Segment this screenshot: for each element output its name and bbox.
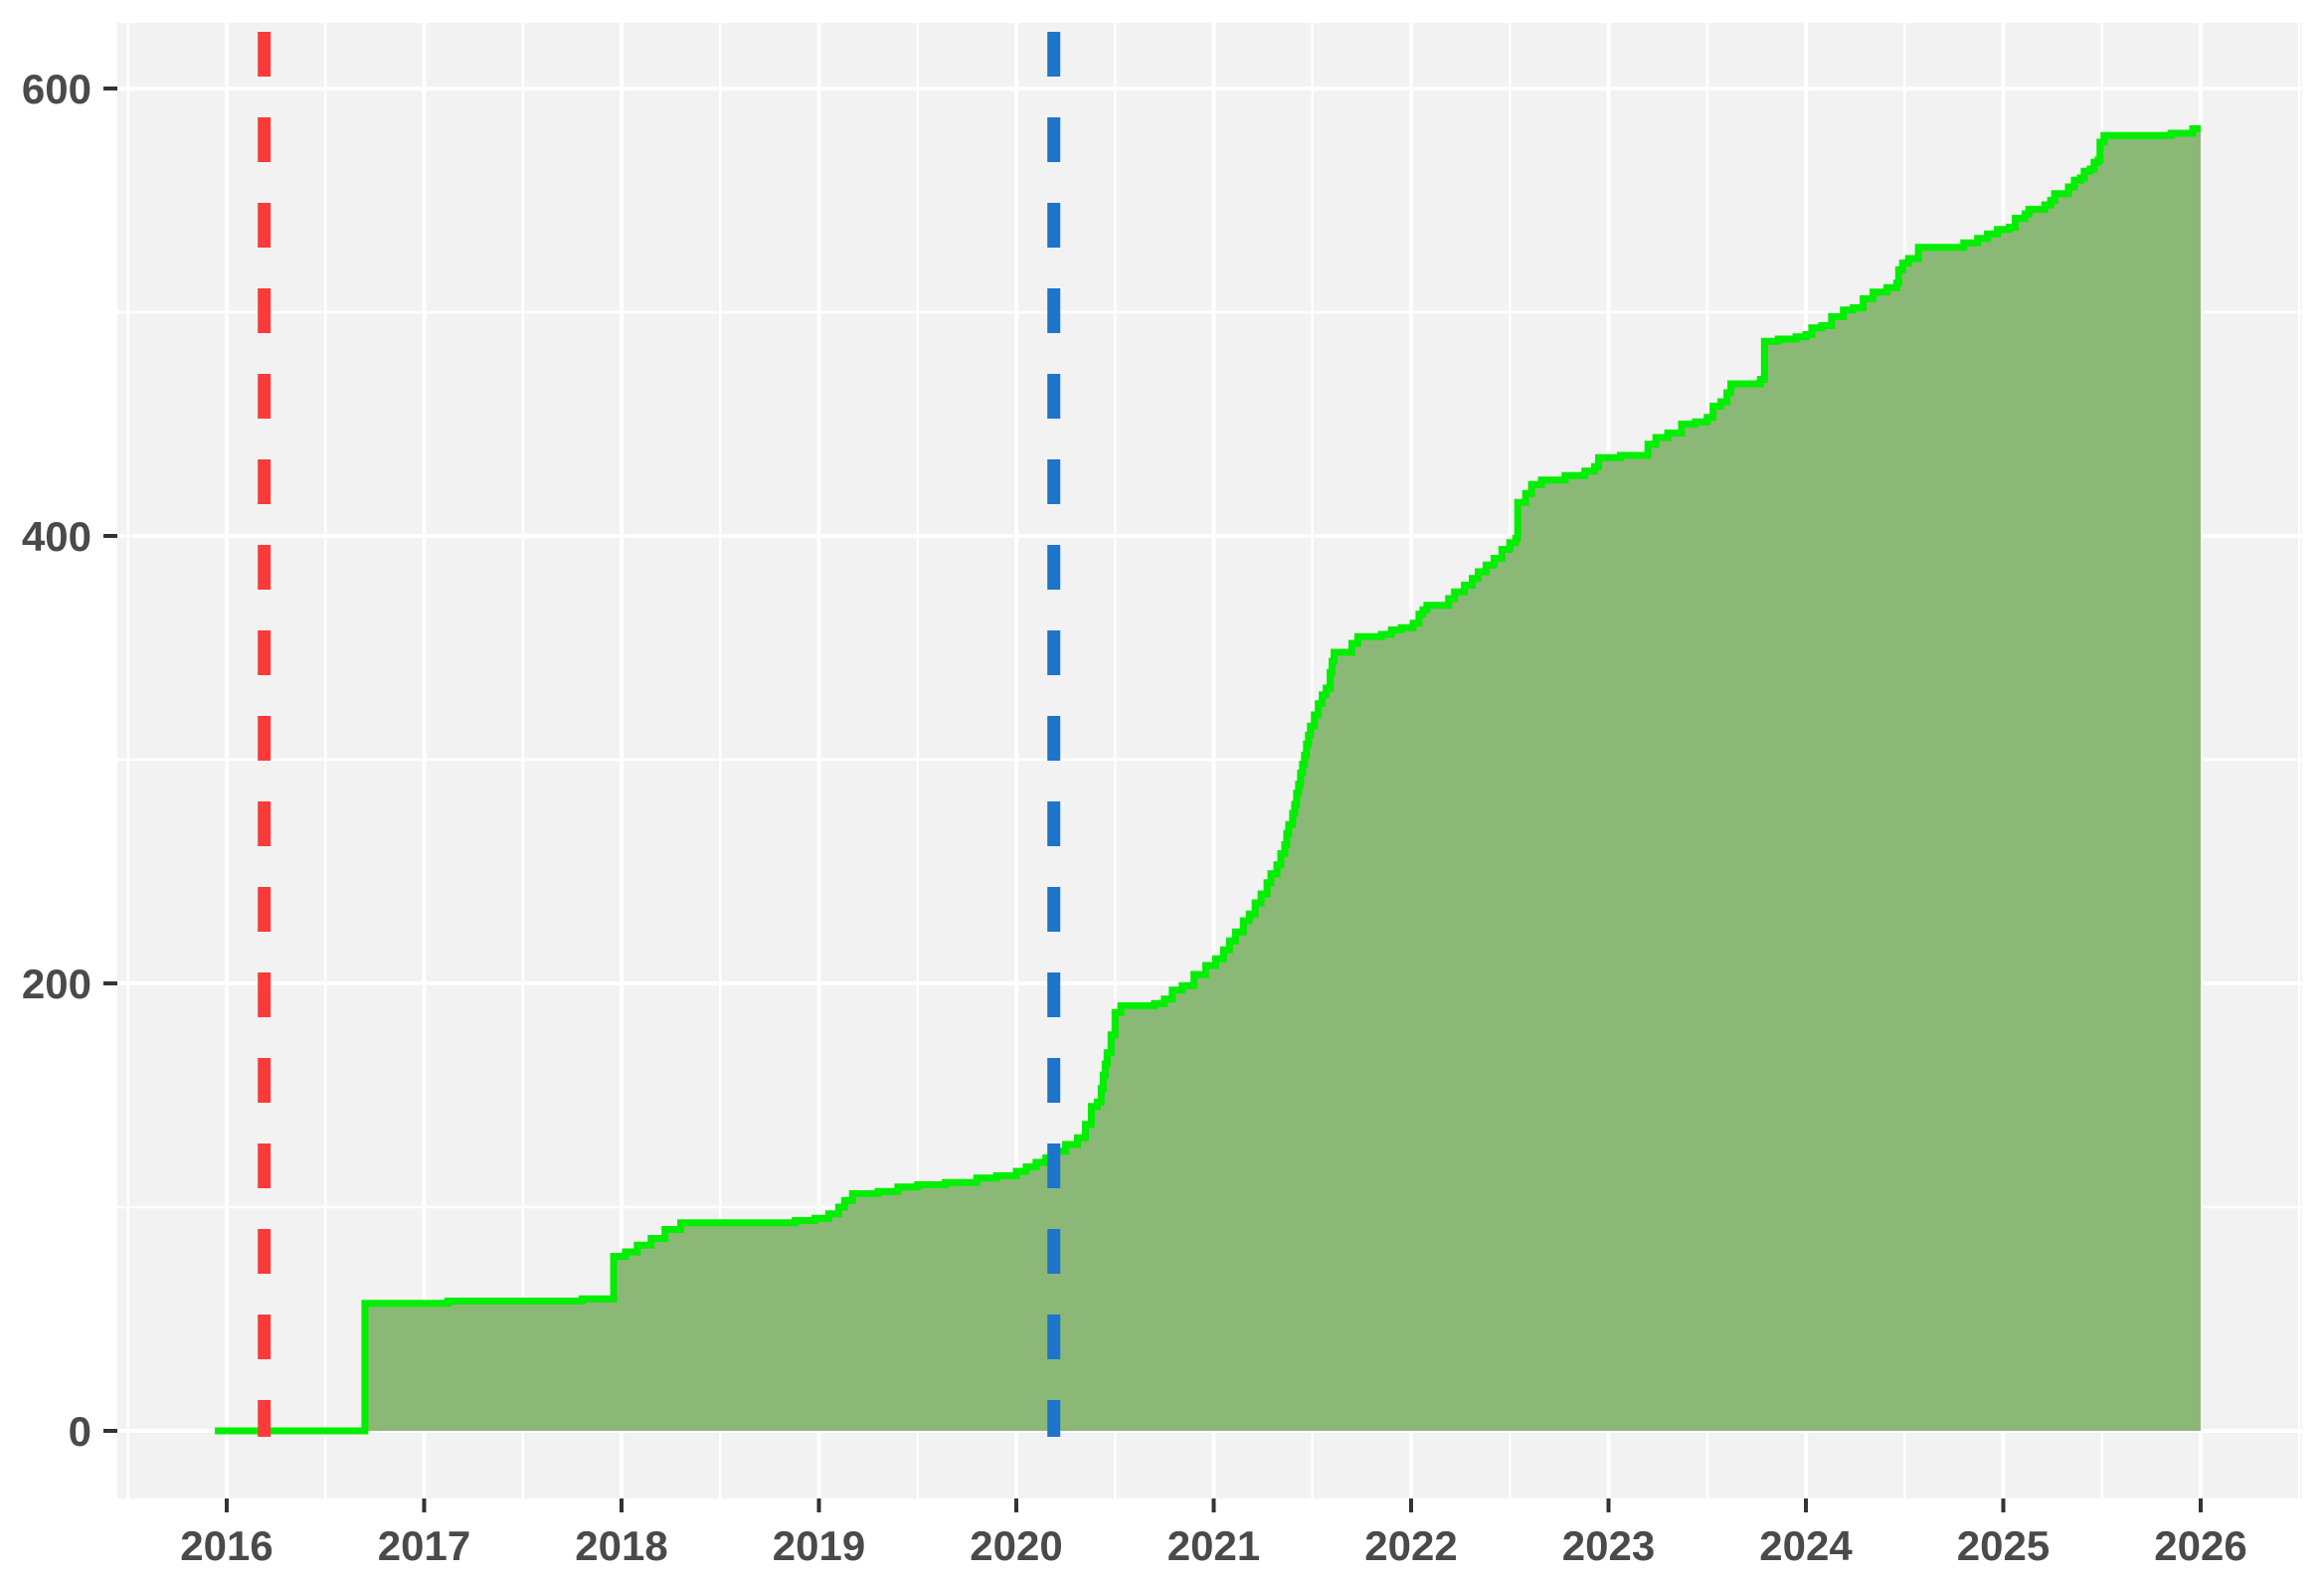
x-tick-label-2021: 2021 <box>1167 1522 1260 1569</box>
y-tick-label-400: 400 <box>22 513 91 560</box>
x-tick-label-2016: 2016 <box>180 1522 272 1569</box>
x-tick-label-2019: 2019 <box>773 1522 865 1569</box>
x-tick-label-2020: 2020 <box>970 1522 1062 1569</box>
x-tick-label-2023: 2023 <box>1562 1522 1655 1569</box>
x-tick-label-2026: 2026 <box>2154 1522 2246 1569</box>
y-tick-label-200: 200 <box>22 961 91 1007</box>
cumulative-count-area-fill <box>215 128 2202 1431</box>
axis-tick-marks <box>103 87 2203 1512</box>
y-tick-label-0: 0 <box>69 1408 91 1455</box>
x-tick-label-2024: 2024 <box>1759 1522 1853 1569</box>
x-tick-label-2022: 2022 <box>1364 1522 1457 1569</box>
x-tick-label-2025: 2025 <box>1957 1522 2050 1569</box>
y-tick-label-600: 600 <box>22 66 91 112</box>
x-tick-label-2017: 2017 <box>378 1522 470 1569</box>
x-tick-label-2018: 2018 <box>575 1522 667 1569</box>
